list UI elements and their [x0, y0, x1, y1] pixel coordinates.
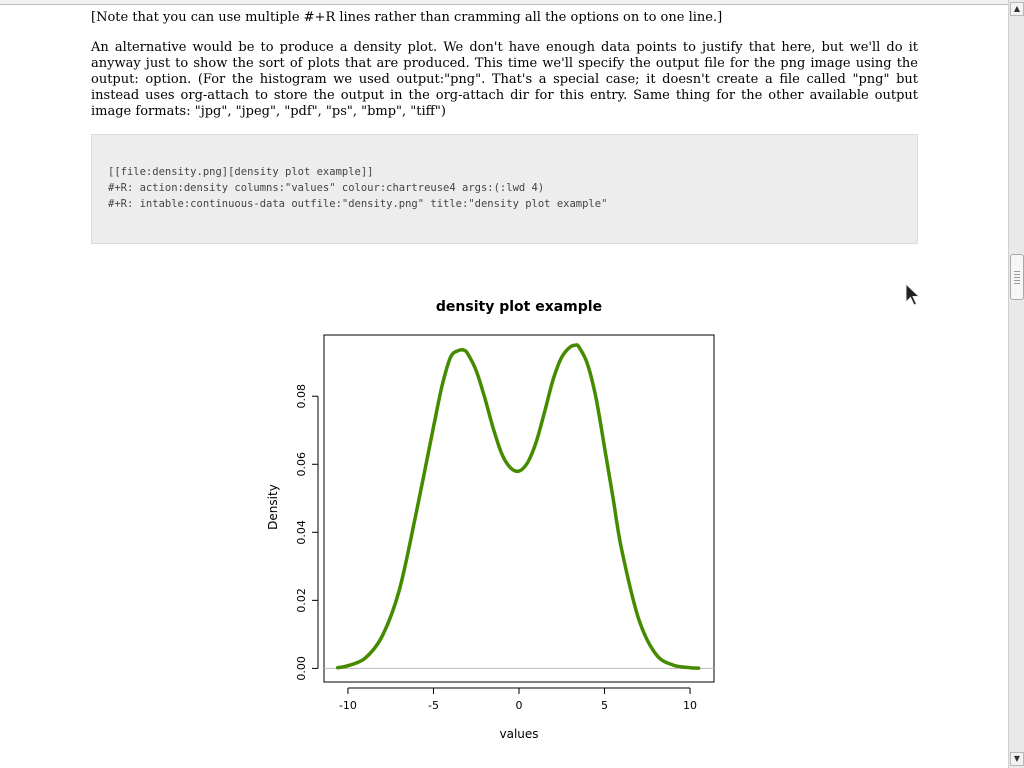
- y-tick-label: 0.02: [295, 588, 308, 613]
- plot-title: density plot example: [436, 299, 602, 315]
- scroll-down-arrow-icon[interactable]: ▼: [1010, 752, 1024, 766]
- code-line-action: #+R: action:density columns:"values" col…: [108, 182, 545, 194]
- grip-line: [1014, 271, 1020, 272]
- density-plot-figure: density plot example -10 -5 0 5 10 0.00 0.02 0…: [250, 285, 770, 755]
- x-axis: -10 -5 0 5 10: [339, 687, 697, 712]
- grip-line: [1014, 274, 1020, 275]
- scroll-up-arrow-icon[interactable]: ▲: [1010, 2, 1024, 16]
- grip-line: [1014, 283, 1020, 284]
- density-intro-paragraph: An alternative would be to produce a den…: [91, 40, 918, 119]
- grip-line: [1014, 280, 1020, 281]
- y-tick-label: 0.06: [295, 452, 308, 477]
- x-axis-label: values: [499, 727, 538, 741]
- x-tick-label: 10: [683, 699, 697, 712]
- scrollbar-thumb[interactable]: [1010, 254, 1024, 300]
- density-plot-svg: density plot example -10 -5 0 5 10 0.000.020…: [266, 299, 715, 741]
- plot-frame: [323, 334, 715, 683]
- code-line-intable: #+R: intable:continuous-data outfile:"de…: [108, 198, 608, 210]
- note-paragraph: [Note that you can use multiple #+R line…: [91, 10, 723, 25]
- y-axis-label: Density: [266, 484, 280, 530]
- window-top-edge: [0, 0, 1008, 5]
- y-tick-label: 0.08: [295, 384, 308, 409]
- x-tick-label: 5: [601, 699, 608, 712]
- mouse-cursor-icon: [905, 283, 921, 306]
- y-axis: 0.00 0.02 0.04 0.06 0.08: [295, 384, 319, 681]
- y-tick-label: 0.00: [295, 656, 308, 681]
- grip-line: [1014, 277, 1020, 278]
- x-tick-label: 0: [516, 699, 523, 712]
- vertical-scrollbar[interactable]: ▲ ▼: [1008, 0, 1024, 768]
- density-curve: [335, 343, 701, 670]
- x-tick-label: -10: [339, 699, 357, 712]
- code-line-file-link: [[file:density.png][density plot example…: [108, 166, 374, 178]
- x-tick-label: -5: [428, 699, 439, 712]
- code-block: [[file:density.png][density plot example…: [91, 134, 918, 244]
- y-tick-label: 0.04: [295, 520, 308, 545]
